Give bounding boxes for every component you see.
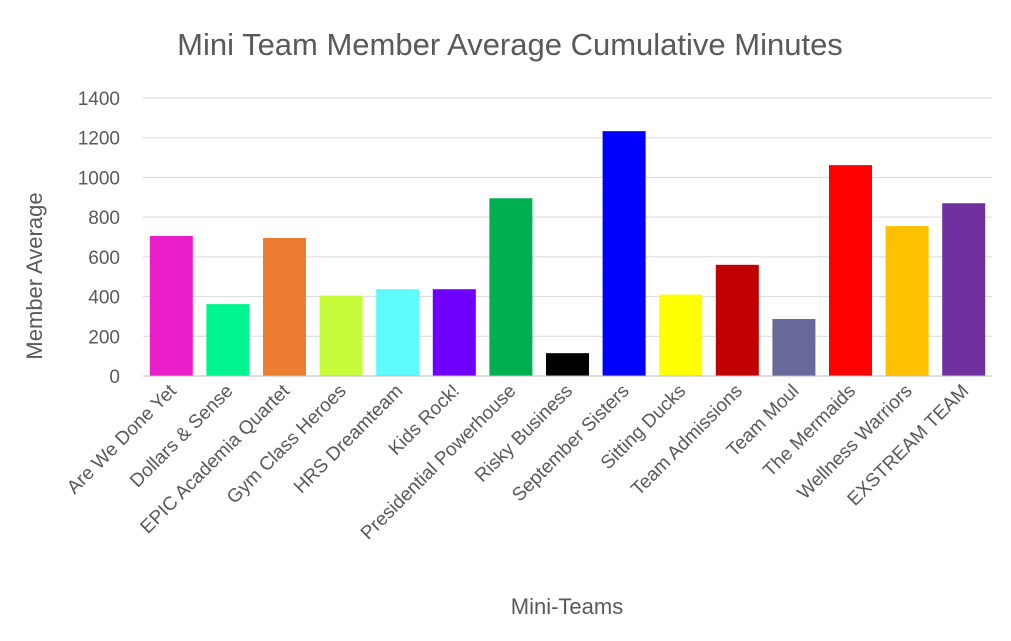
bar — [602, 131, 646, 376]
x-category-label: Risky Business — [471, 381, 577, 487]
y-axis-title: Member Average — [22, 192, 47, 359]
bar — [149, 236, 193, 376]
x-axis-title: Mini-Teams — [511, 594, 623, 619]
y-tick-label: 600 — [88, 248, 120, 269]
bar — [772, 319, 816, 376]
bar — [545, 353, 590, 376]
bar — [659, 294, 703, 376]
y-tick-label: 1000 — [78, 168, 120, 189]
y-tick-label: 0 — [109, 367, 120, 388]
x-category-label: Dollars & Sense — [126, 381, 237, 492]
bar — [432, 289, 476, 376]
y-tick-label: 200 — [88, 327, 120, 348]
bar — [828, 165, 873, 376]
y-tick-label: 1400 — [78, 89, 120, 110]
bar — [376, 289, 420, 376]
bar — [885, 226, 929, 376]
bar — [489, 198, 533, 376]
y-tick-label: 1200 — [78, 129, 120, 150]
bar — [206, 304, 250, 376]
chart-title: Mini Team Member Average Cumulative Minu… — [177, 27, 843, 62]
y-tick-label: 800 — [88, 208, 120, 229]
y-tick-label: 400 — [88, 288, 120, 309]
bar — [942, 203, 986, 376]
bars — [149, 131, 986, 376]
bar — [319, 295, 363, 376]
y-axis-ticks: 0 200 400 600 800 1000 1200 1400 — [78, 89, 120, 388]
bar — [262, 237, 307, 376]
bar — [715, 264, 759, 376]
